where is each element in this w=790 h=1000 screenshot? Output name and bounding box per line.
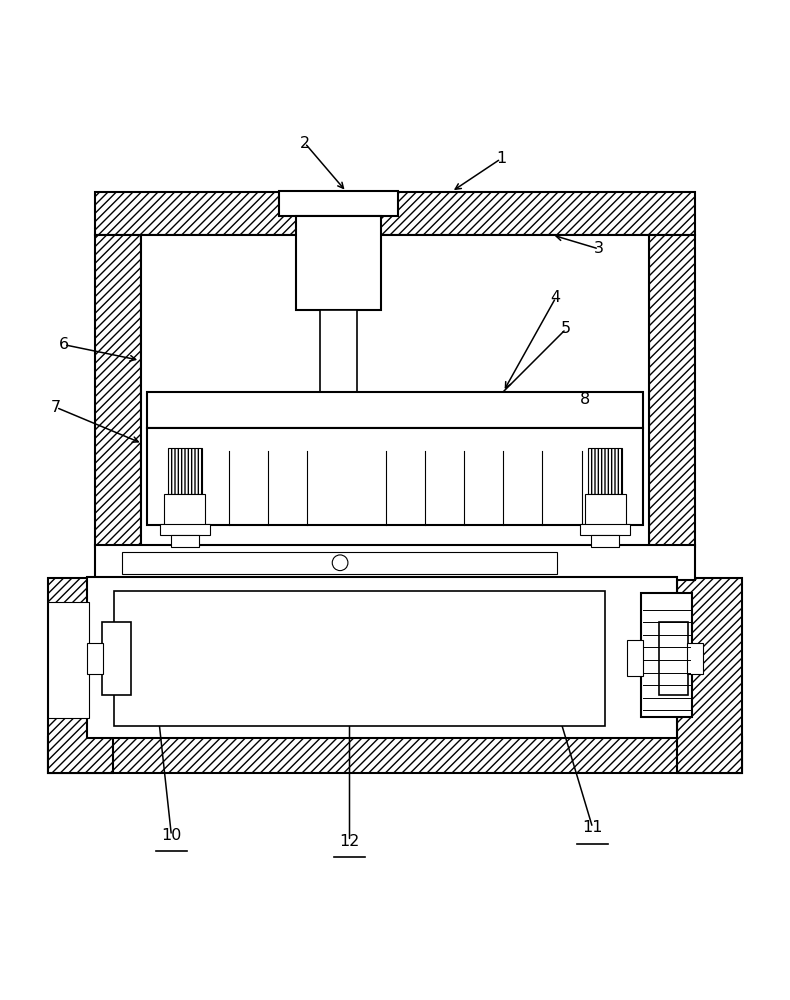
Bar xyxy=(320,310,357,392)
Text: 8: 8 xyxy=(580,392,590,407)
Bar xyxy=(627,640,643,676)
Bar xyxy=(677,578,742,773)
Text: 11: 11 xyxy=(582,820,603,835)
Text: 1: 1 xyxy=(496,151,506,166)
Bar xyxy=(122,552,557,574)
Bar xyxy=(160,524,210,535)
Text: 10: 10 xyxy=(161,828,182,843)
Bar xyxy=(141,235,649,547)
Bar xyxy=(164,494,205,525)
Text: 2: 2 xyxy=(299,136,310,151)
Text: 7: 7 xyxy=(51,400,61,415)
Bar xyxy=(115,591,605,726)
Bar xyxy=(88,643,103,674)
Bar xyxy=(147,428,643,525)
Bar xyxy=(147,392,643,428)
Text: 12: 12 xyxy=(340,834,359,849)
Bar xyxy=(96,235,141,547)
Bar xyxy=(279,191,398,216)
Text: 6: 6 xyxy=(59,337,69,352)
Bar xyxy=(88,577,677,738)
Bar xyxy=(96,545,694,580)
Bar xyxy=(687,643,702,674)
Bar xyxy=(580,524,630,535)
Bar xyxy=(102,622,131,695)
Bar xyxy=(48,737,742,773)
Bar xyxy=(591,535,619,547)
Bar xyxy=(641,593,691,717)
Text: 5: 5 xyxy=(561,321,571,336)
Text: 3: 3 xyxy=(594,241,604,256)
Text: 4: 4 xyxy=(551,290,561,305)
Bar xyxy=(171,535,199,547)
Bar xyxy=(167,448,202,494)
Bar xyxy=(96,192,694,235)
Bar xyxy=(48,602,89,718)
Bar xyxy=(649,235,694,547)
Bar xyxy=(585,494,626,525)
Bar xyxy=(588,448,623,494)
Bar xyxy=(296,216,381,310)
Bar xyxy=(659,622,688,695)
Bar xyxy=(48,578,113,773)
